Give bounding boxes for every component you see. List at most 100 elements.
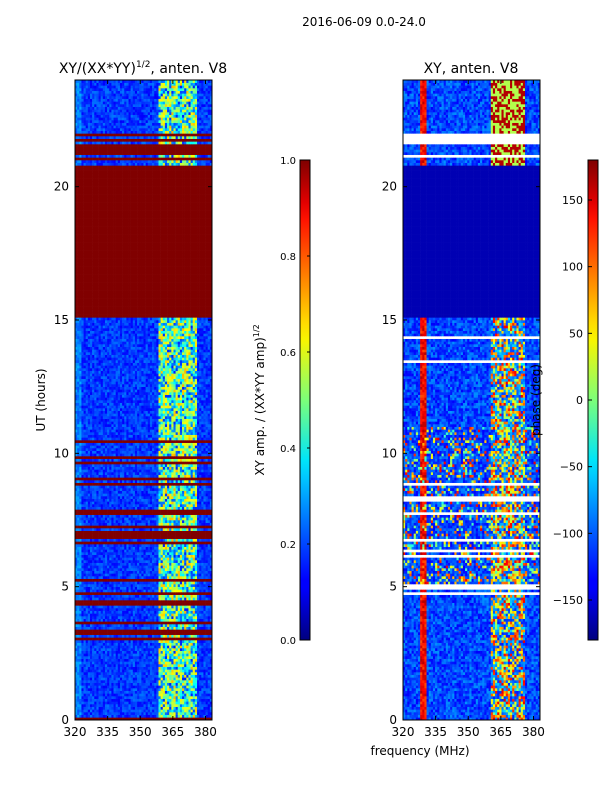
- left-heatmap-row: [75, 648, 213, 651]
- left-heatmap-row: [75, 266, 213, 270]
- right-heatmap-row: [403, 330, 541, 334]
- left-heatmap-row: [75, 357, 213, 361]
- right-heatmap-row: [403, 568, 541, 571]
- left-title: XY/(XX*YY)1/2, anten. V8: [59, 60, 227, 77]
- left-heatmap-row: [75, 392, 213, 395]
- right-heatmap-row: [403, 285, 541, 289]
- right-heatmap-row: [403, 557, 541, 561]
- right-heatmap-row: [403, 642, 541, 646]
- right-cbar-tick-label: −100: [553, 527, 583, 540]
- right-heatmap-row: [403, 714, 541, 718]
- left-heatmap-row: [75, 120, 213, 123]
- x-tick-label: 365: [489, 725, 512, 739]
- right-heatmap-row: [403, 170, 541, 174]
- left-heatmap-row: [75, 586, 213, 590]
- right-heatmap-row: [403, 592, 541, 595]
- left-heatmap-row: [75, 269, 213, 273]
- left-heatmap-row: [75, 512, 213, 515]
- figure-suptitle: 2016-06-09 0.0-24.0: [302, 15, 426, 29]
- left-heatmap-row: [75, 298, 213, 302]
- left-plot-frame: [74, 79, 213, 721]
- left-heatmap-row: [75, 122, 213, 126]
- left-heatmap-row: [75, 184, 213, 187]
- left-heatmap-row: [75, 653, 213, 657]
- left-panel: XY/(XX*YY)1/2, anten. V8 320 335 350 365 380…: [34, 60, 227, 739]
- left-heatmap-row: [75, 642, 213, 646]
- left-heatmap-row: [75, 256, 213, 259]
- right-heatmap-row: [403, 266, 541, 270]
- left-heatmap-row: [75, 640, 213, 643]
- left-heatmap-row: [75, 346, 213, 350]
- left-cbar-tick-label: 1.0: [280, 156, 296, 167]
- left-heatmap-row: [75, 146, 213, 150]
- left-heatmap-row: [75, 216, 213, 219]
- left-heatmap-row: [75, 416, 213, 419]
- left-heatmap-row: [75, 488, 213, 491]
- right-heatmap-row: [403, 82, 541, 86]
- right-heatmap-row: [403, 277, 541, 281]
- left-heatmap-row: [75, 525, 213, 529]
- right-heatmap-row: [403, 189, 541, 193]
- left-heatmap-row: [75, 669, 213, 673]
- left-cbar-tick-label: 0.6: [280, 348, 296, 359]
- right-heatmap-row: [403, 346, 541, 350]
- y-tick-label: 15: [382, 313, 397, 327]
- right-heatmap-row: [403, 634, 541, 638]
- right-heatmap-row: [403, 498, 541, 502]
- left-heatmap-row: [75, 442, 213, 446]
- left-cbar-tick-label: 0.8: [280, 252, 296, 263]
- right-heatmap-row: [403, 288, 541, 291]
- right-heatmap-row: [403, 434, 541, 438]
- left-y-axis: 0 5 10 15 20: [54, 180, 212, 727]
- left-heatmap-row: [75, 344, 213, 347]
- left-heatmap-row: [75, 437, 213, 441]
- left-heatmap-row: [75, 250, 213, 254]
- left-heatmap-row: [75, 376, 213, 379]
- left-heatmap-row: [75, 197, 213, 201]
- right-heatmap-row: [403, 333, 541, 337]
- right-heatmap-row: [403, 637, 541, 641]
- right-heatmap-row: [403, 696, 541, 699]
- right-heatmap-row: [403, 440, 541, 443]
- right-heatmap-row: [403, 237, 541, 241]
- right-heatmap-row: [403, 597, 541, 601]
- left-heatmap-row: [75, 354, 213, 358]
- right-heatmap-row: [403, 314, 541, 318]
- left-heatmap-row: [75, 112, 213, 115]
- right-heatmap-row: [403, 416, 541, 419]
- right-heatmap-row: [403, 130, 541, 134]
- x-tick-label: 320: [392, 725, 415, 739]
- left-heatmap-row: [75, 170, 213, 174]
- right-heatmap-row: [403, 192, 541, 195]
- left-heatmap-row: [75, 221, 213, 225]
- left-heatmap-row: [75, 168, 213, 171]
- right-heatmap-row: [403, 536, 541, 539]
- left-heatmap-row: [75, 696, 213, 699]
- left-heatmap-row: [75, 133, 213, 137]
- right-heatmap-row: [403, 386, 541, 390]
- right-heatmap-row: [403, 413, 541, 417]
- left-heatmap-row: [75, 285, 213, 289]
- left-heatmap-row: [75, 576, 213, 579]
- right-heatmap-row: [403, 485, 541, 489]
- right-heatmap-row: [403, 384, 541, 387]
- left-heatmap-row: [75, 656, 213, 659]
- left-cbar-tick-label: 0.4: [280, 444, 296, 455]
- right-heatmap-row: [403, 712, 541, 715]
- right-heatmap-row: [403, 648, 541, 651]
- right-heatmap-row: [403, 272, 541, 275]
- right-heatmap-row: [403, 362, 541, 366]
- left-heatmap-row: [75, 426, 213, 430]
- right-heatmap-row: [403, 106, 541, 110]
- right-heatmap-row: [403, 474, 541, 478]
- left-heatmap-row: [75, 88, 213, 91]
- right-heatmap-row: [403, 570, 541, 574]
- right-heatmap-row: [403, 165, 541, 169]
- right-heatmap-row: [403, 506, 541, 510]
- left-heatmap-row: [75, 210, 213, 214]
- right-cbar-tick-label: 100: [562, 261, 583, 274]
- right-heatmap-row: [403, 352, 541, 355]
- right-heatmap-row: [403, 221, 541, 225]
- right-colorbar: 150 100 50 0 −50 −100 −150 phase (deg): [529, 159, 599, 641]
- right-heatmap-row: [403, 370, 541, 374]
